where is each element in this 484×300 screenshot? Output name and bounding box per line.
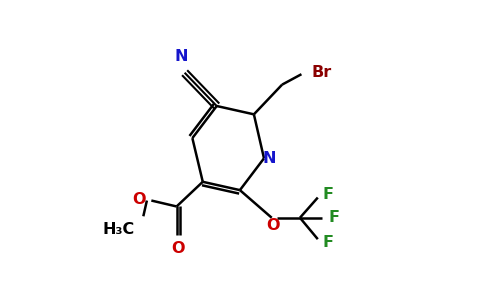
- Text: O: O: [171, 241, 185, 256]
- Text: O: O: [133, 191, 146, 206]
- Text: O: O: [266, 218, 279, 233]
- Text: Br: Br: [311, 65, 332, 80]
- Text: H₃C: H₃C: [103, 222, 135, 237]
- Text: F: F: [328, 210, 339, 225]
- Text: N: N: [263, 151, 276, 166]
- Text: F: F: [322, 235, 333, 250]
- Text: F: F: [322, 187, 333, 202]
- Text: N: N: [174, 49, 188, 64]
